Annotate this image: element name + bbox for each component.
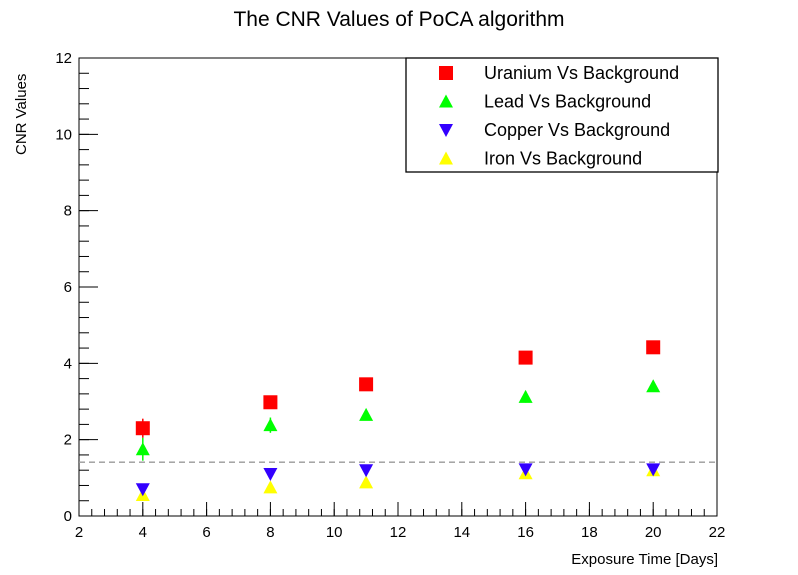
legend: Uranium Vs Background Lead Vs Background C… [405, 57, 719, 173]
x-tick-label: 4 [139, 524, 147, 541]
copper-point [263, 468, 278, 482]
lead-point [646, 379, 661, 393]
x-tick-label: 16 [517, 524, 534, 541]
legend-marker-iron [439, 151, 453, 165]
x-tick-label: 8 [266, 524, 274, 541]
iron-point [263, 480, 278, 494]
legend-marker-uranium [439, 66, 453, 80]
y-tick-label: 4 [64, 355, 72, 372]
x-tick-label: 10 [326, 524, 343, 541]
y-tick-label: 6 [64, 279, 72, 296]
uranium-point [263, 395, 278, 410]
y-tick-label: 0 [64, 508, 72, 525]
x-tick-label: 18 [581, 524, 598, 541]
uranium-point [518, 350, 533, 365]
x-tick-label: 6 [202, 524, 210, 541]
legend-label-lead: Lead Vs Background [484, 92, 651, 112]
copper-point [518, 463, 533, 477]
x-tick-label: 12 [390, 524, 407, 541]
lead-point [135, 442, 150, 456]
x-axis-label: Exposure Time [Days] [571, 551, 718, 568]
legend-box [405, 57, 719, 173]
chart-title: The CNR Values of PoCA algorithm [233, 8, 564, 31]
lead-point [518, 389, 533, 403]
legend-marker-copper [439, 124, 453, 137]
legend-label-iron: Iron Vs Background [484, 149, 642, 169]
uranium-point [359, 377, 374, 392]
y-axis-label: CNR Values [13, 74, 30, 155]
y-tick-label: 8 [64, 203, 72, 220]
legend-marker-lead [439, 94, 453, 108]
copper-point [135, 483, 150, 497]
lead-point [263, 418, 278, 432]
legend-label-uranium: Uranium Vs Background [484, 63, 679, 83]
uranium-point [646, 340, 661, 355]
iron-point [359, 475, 374, 489]
copper-point [646, 463, 661, 477]
legend-label-copper: Copper Vs Background [484, 120, 670, 140]
uranium-point [135, 421, 150, 436]
x-tick-label: 14 [453, 524, 470, 541]
y-tick-label: 10 [55, 126, 72, 143]
y-tick-label: 2 [64, 432, 72, 449]
copper-point [359, 464, 374, 478]
y-tick-label: 12 [55, 50, 72, 67]
x-tick-label: 20 [645, 524, 662, 541]
lead-point [359, 407, 374, 421]
x-tick-label: 22 [709, 524, 726, 541]
x-tick-label: 2 [75, 524, 83, 541]
